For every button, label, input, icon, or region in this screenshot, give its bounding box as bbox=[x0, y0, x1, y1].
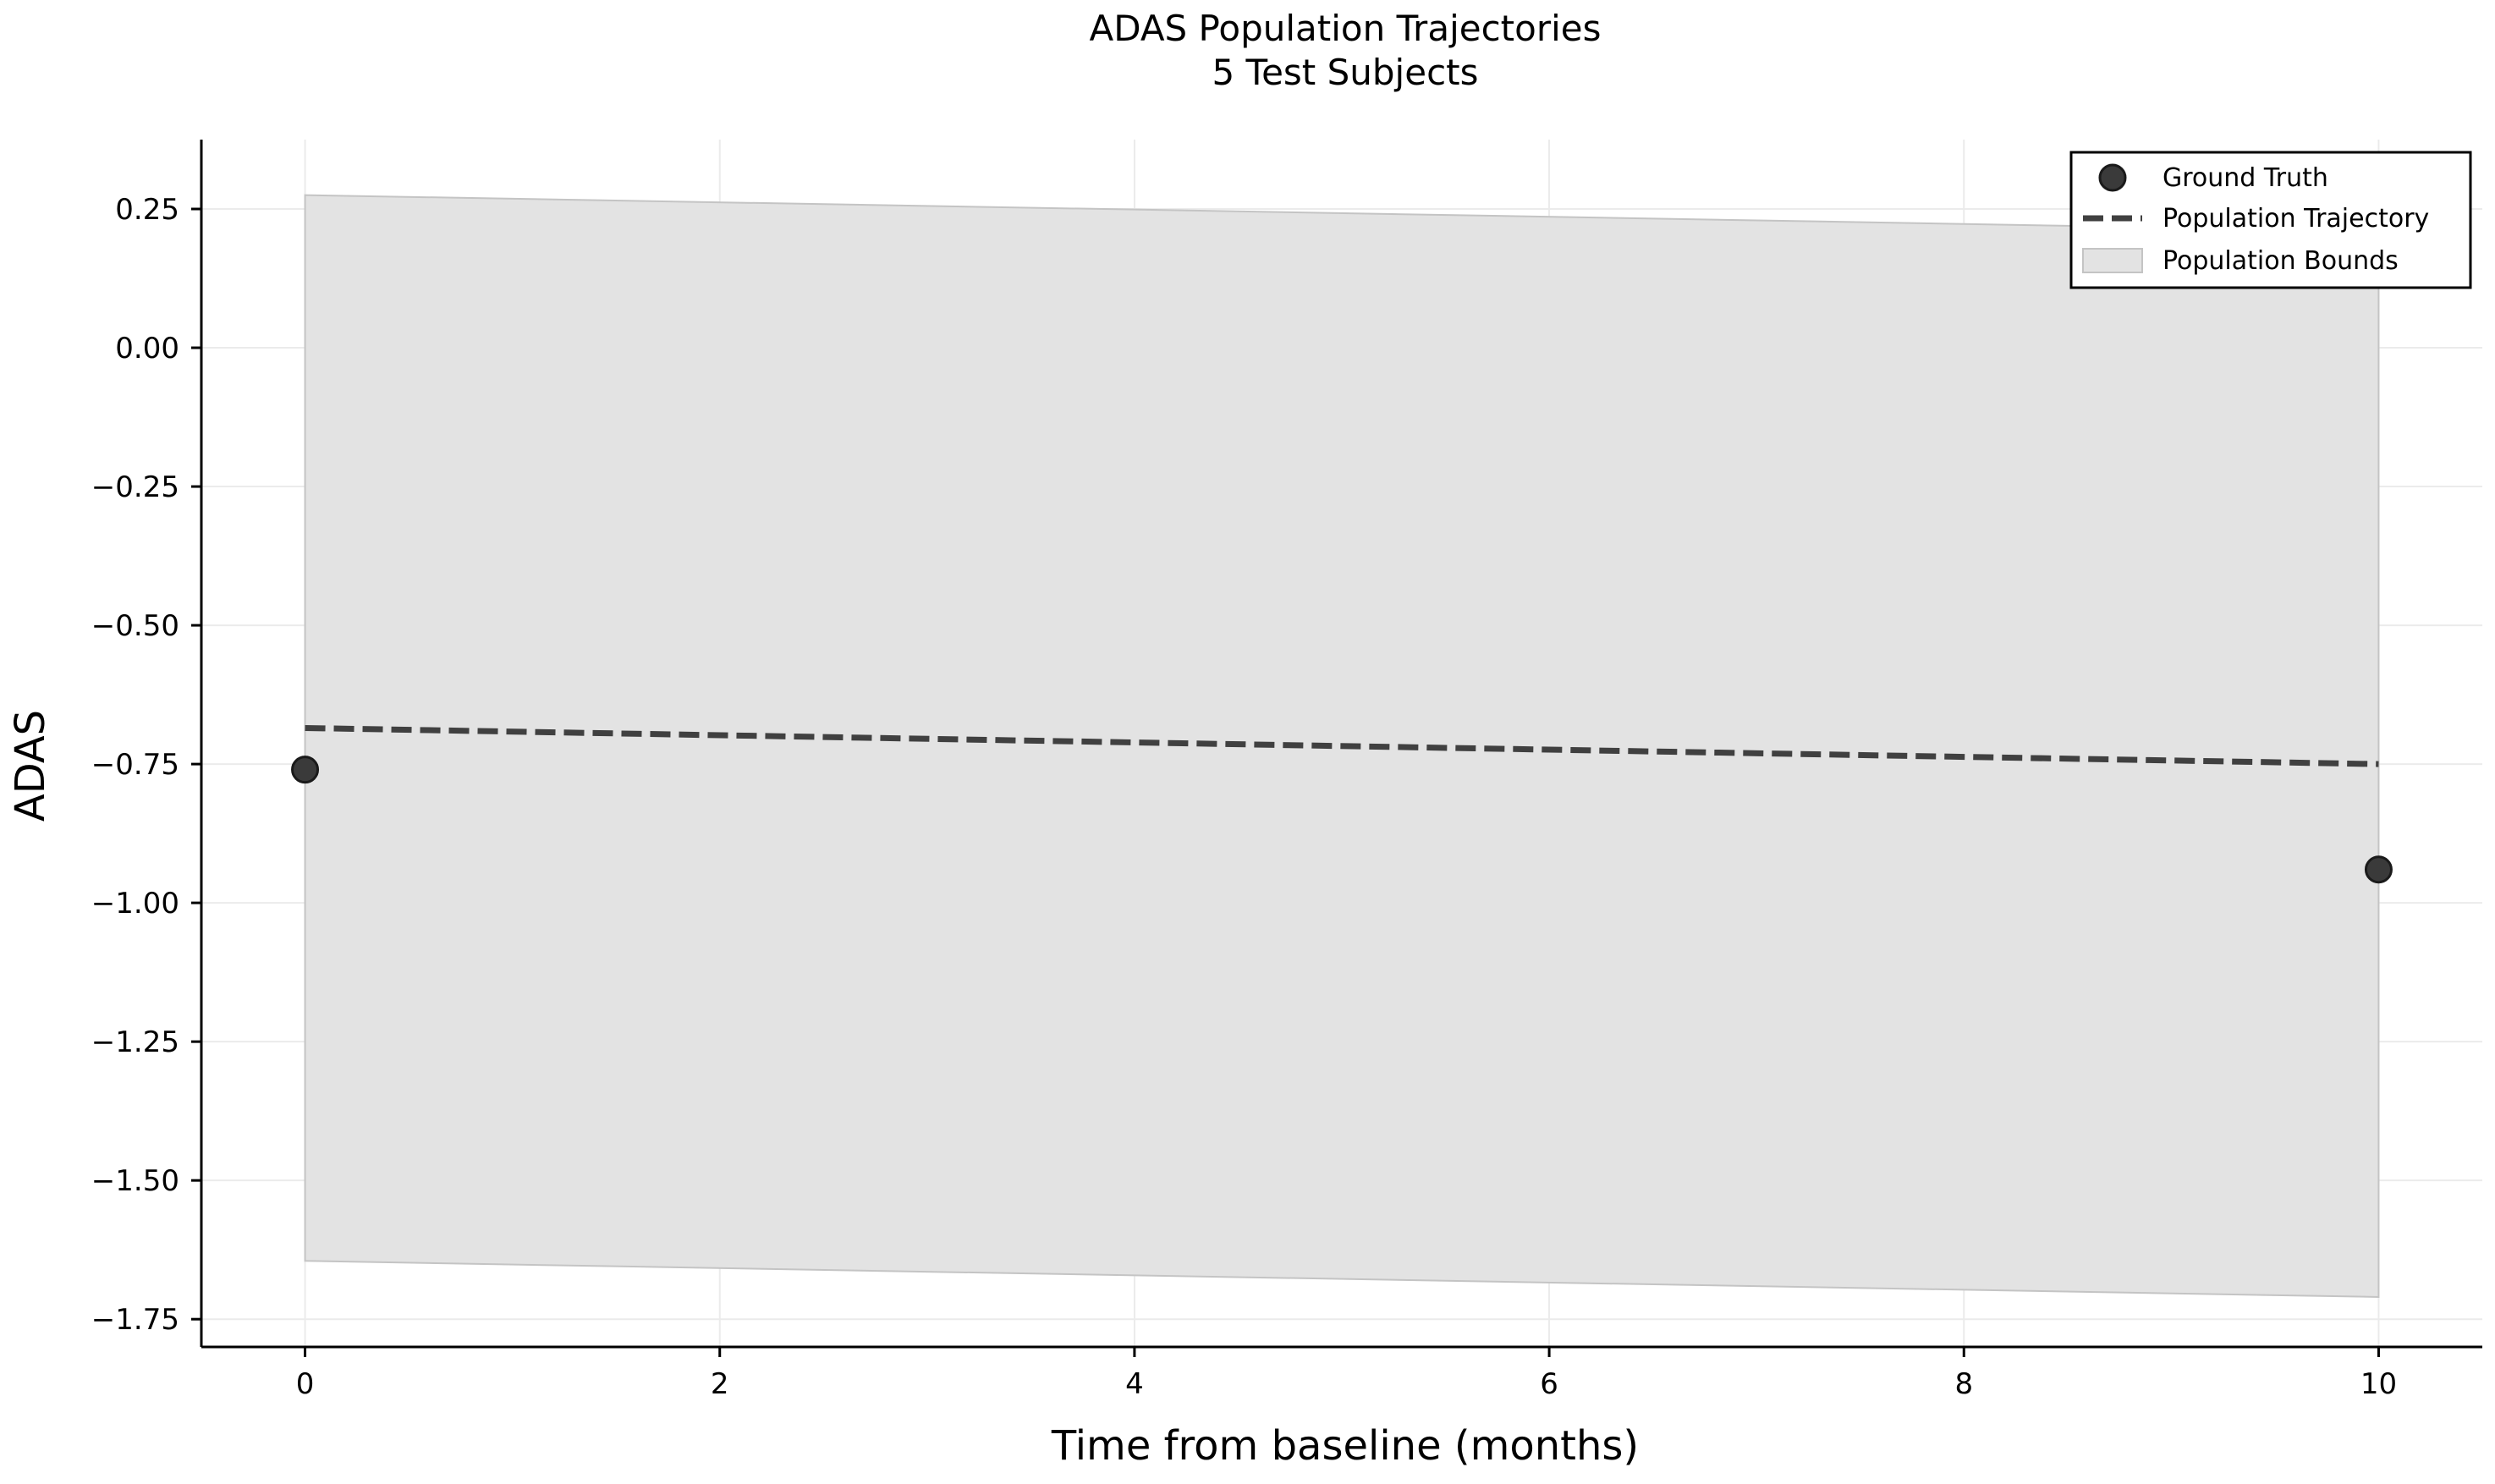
legend-label-population-bounds: Population Bounds bbox=[2163, 246, 2399, 276]
chart-subtitle: 5 Test Subjects bbox=[1212, 52, 1478, 93]
legend: Ground Truth Population Trajectory Popul… bbox=[2069, 151, 2472, 289]
y-tick-label: 0.25 bbox=[115, 193, 179, 227]
x-tick-label: 2 bbox=[711, 1367, 729, 1401]
ground-truth-point bbox=[2364, 855, 2393, 884]
population-trajectory-line bbox=[305, 724, 2379, 767]
y-tick-label: 0.00 bbox=[115, 332, 179, 366]
legend-marker-ground-truth bbox=[2098, 163, 2127, 192]
y-tick-label: −1.50 bbox=[91, 1164, 179, 1198]
y-tick-label: −1.00 bbox=[91, 887, 179, 921]
x-tick-label: 6 bbox=[1540, 1367, 1558, 1401]
x-tick-label: 10 bbox=[2360, 1367, 2397, 1401]
legend-label-ground-truth: Ground Truth bbox=[2163, 163, 2328, 193]
x-tick-label: 8 bbox=[1954, 1367, 1973, 1401]
y-tick-label: −0.50 bbox=[91, 609, 179, 643]
y-tick-label: −1.25 bbox=[91, 1025, 179, 1059]
line-layer bbox=[305, 724, 2379, 767]
legend-label-population-trajectory: Population Trajectory bbox=[2163, 204, 2429, 234]
y-axis-label: ADAS bbox=[7, 710, 54, 822]
ground-truth-point bbox=[291, 756, 320, 784]
x-axis-label: Time from baseline (months) bbox=[1051, 1422, 1639, 1470]
axis-layer: 0 2 4 6 8 10 0.25 0.00 −0.25 −0.50 −0.75 −1.00 −1.25… bbox=[91, 140, 2482, 1401]
y-tick-label: −0.75 bbox=[91, 748, 179, 782]
y-tick-label: −1.75 bbox=[91, 1303, 179, 1337]
x-tick-label: 0 bbox=[296, 1367, 315, 1401]
legend-marker-population-bounds bbox=[2082, 248, 2143, 273]
point-layer bbox=[291, 756, 2393, 884]
chart-title: ADAS Population Trajectories bbox=[1089, 8, 1601, 49]
x-tick-label: 4 bbox=[1125, 1367, 1144, 1401]
y-tick-label: −0.25 bbox=[91, 470, 179, 504]
